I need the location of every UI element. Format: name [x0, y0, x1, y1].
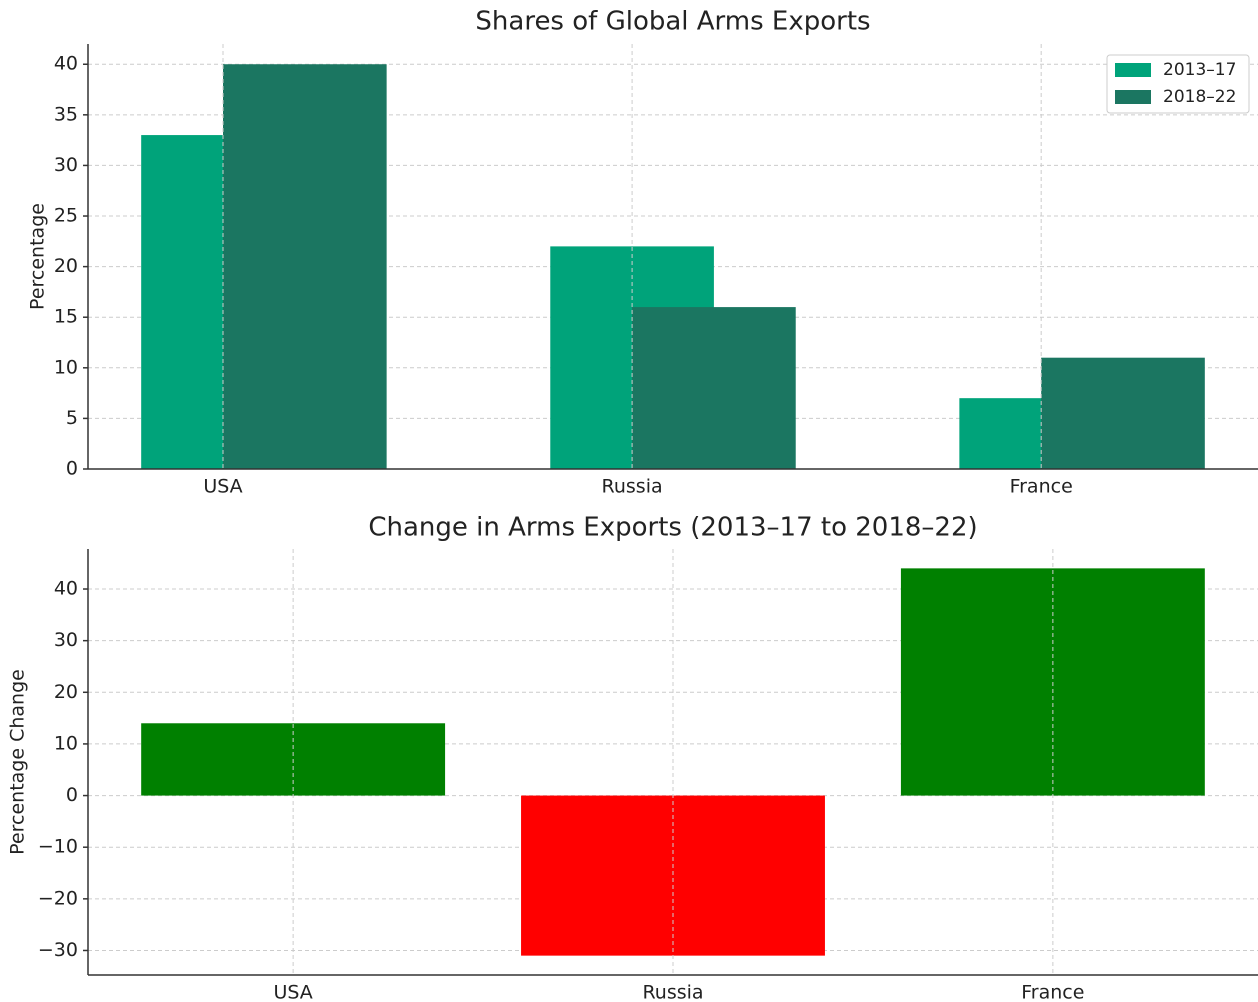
- x-tick-label: USA: [203, 476, 242, 498]
- y-tick-label: 10: [54, 356, 78, 378]
- y-tick-label: −20: [38, 887, 78, 909]
- y-tick-label: −30: [38, 939, 78, 961]
- y-tick-label: 20: [54, 255, 78, 277]
- bar: [1041, 357, 1205, 469]
- chart-title: Change in Arms Exports (2013–17 to 2018–…: [368, 513, 977, 543]
- legend-label: 2018–22: [1163, 87, 1236, 107]
- bar: [223, 64, 387, 469]
- legend-swatch: [1115, 90, 1151, 104]
- y-tick-label: 10: [54, 732, 78, 754]
- y-axis-label: Percentage: [27, 203, 49, 310]
- x-tick-label: France: [1021, 982, 1084, 1002]
- y-tick-label: 35: [54, 103, 78, 125]
- y-tick-label: 15: [54, 306, 78, 328]
- y-tick-label: 5: [66, 407, 78, 429]
- x-tick-label: France: [1010, 476, 1073, 498]
- y-tick-label: 0: [66, 784, 78, 806]
- bar: [632, 307, 796, 469]
- y-axis-label: Percentage Change: [7, 669, 29, 855]
- chart-title: Shares of Global Arms Exports: [475, 7, 870, 37]
- legend-swatch: [1115, 63, 1151, 77]
- x-tick-label: USA: [273, 982, 312, 1002]
- y-tick-label: 40: [54, 53, 78, 75]
- y-tick-label: 25: [54, 205, 78, 227]
- y-tick-label: 30: [54, 629, 78, 651]
- y-tick-label: 20: [54, 681, 78, 703]
- x-tick-label: Russia: [602, 476, 663, 498]
- y-tick-label: 40: [54, 578, 78, 600]
- y-tick-label: 0: [66, 458, 78, 480]
- legend-label: 2013–17: [1163, 60, 1236, 80]
- x-tick-label: Russia: [642, 982, 703, 1002]
- bar: [521, 795, 825, 956]
- y-tick-label: −10: [38, 836, 78, 858]
- y-tick-label: 30: [54, 154, 78, 176]
